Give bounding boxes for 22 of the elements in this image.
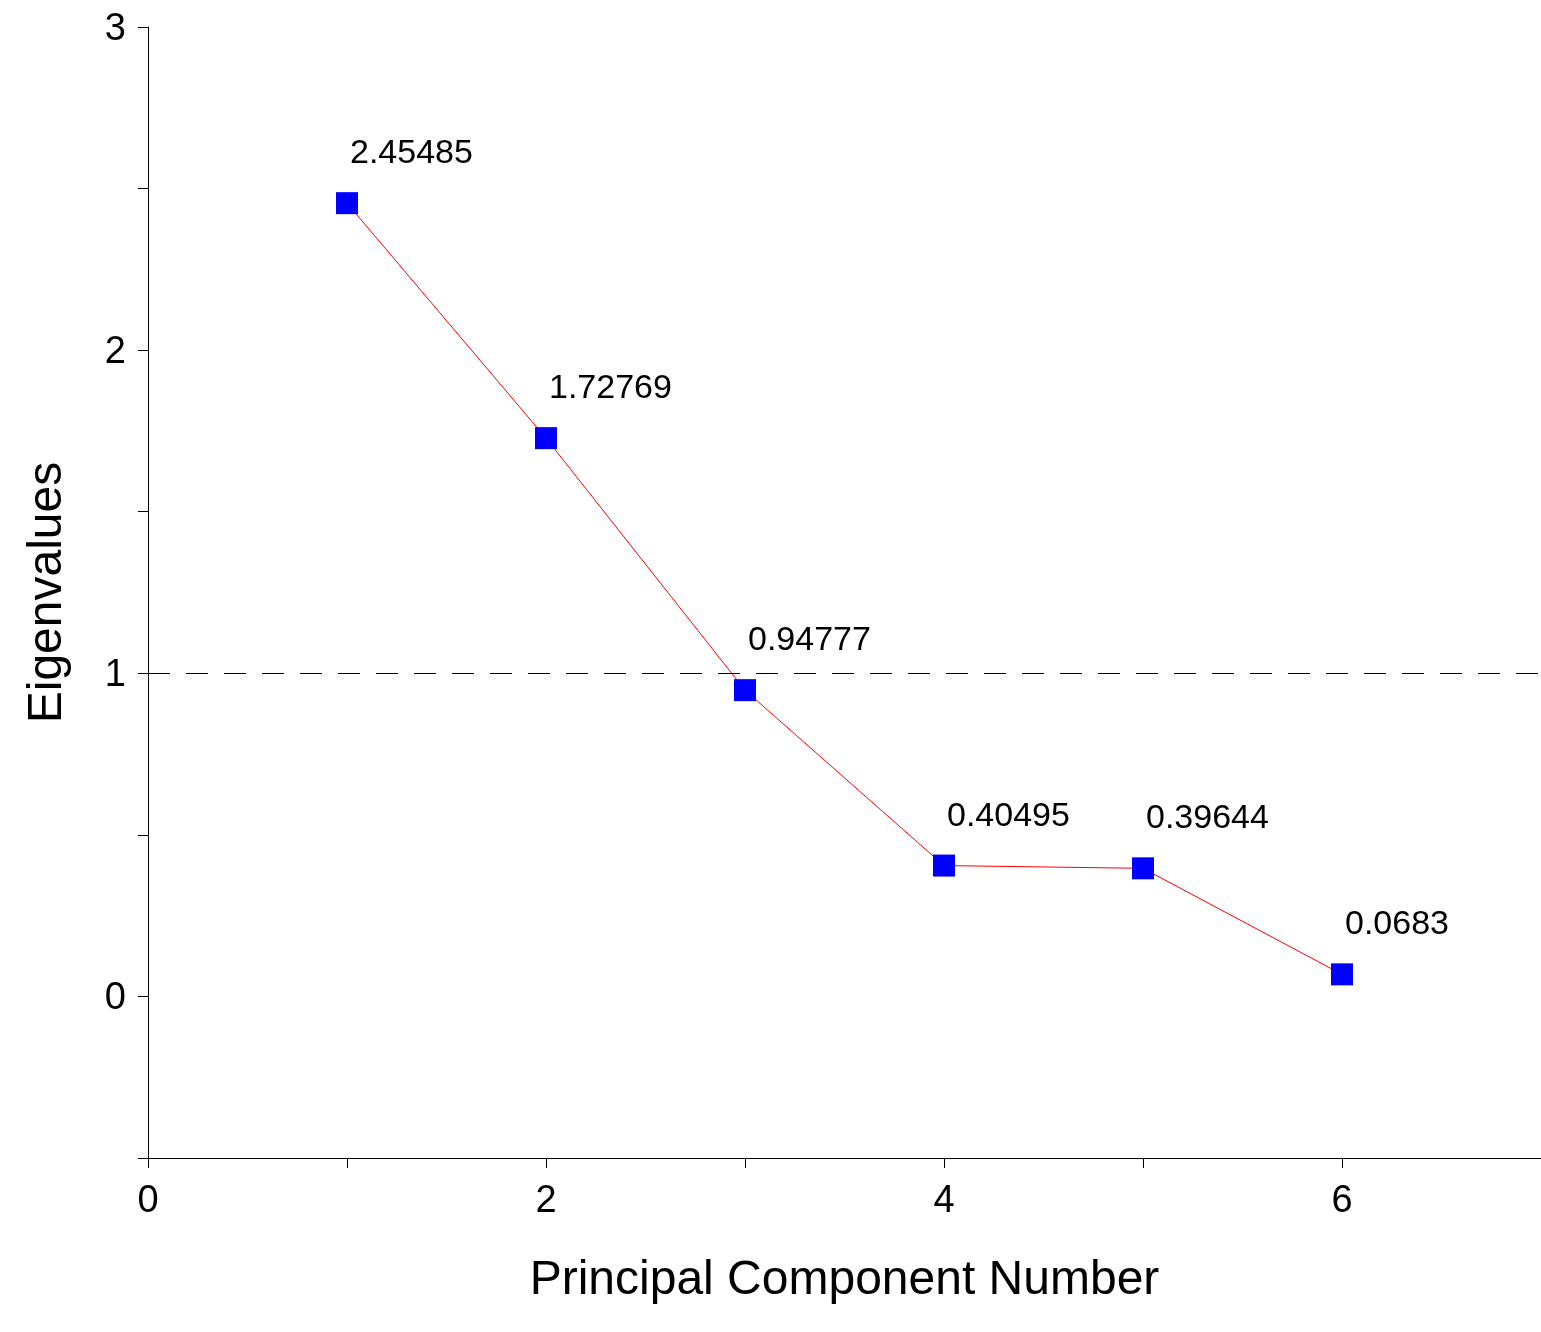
x-tick-label: 4 [933,1178,955,1220]
data-label: 0.39644 [1146,797,1269,836]
x-tick-label: 2 [535,1178,557,1220]
y-tick-label: 2 [104,329,126,372]
point [734,679,756,702]
y-tick-label: 1 [104,652,126,695]
point [1132,857,1154,880]
x-tick-label: 0 [137,1178,159,1220]
y-tick-label: 0 [104,975,126,1018]
y-tick-label: 3 [104,6,126,48]
data-label: 1.72769 [549,367,672,406]
data-label: 0.94777 [748,619,871,658]
point [1331,963,1353,986]
point [336,192,358,215]
x-tick-label: 6 [1331,1178,1353,1220]
x-axis-title: Principal Component Number [529,1250,1160,1304]
point [933,854,955,877]
point [535,427,557,450]
data-label: 2.45485 [350,132,473,171]
data-label: 0.0683 [1345,903,1449,942]
y-axis-title: Eigenvalues [17,461,71,724]
data-label: 0.40495 [947,794,1070,833]
